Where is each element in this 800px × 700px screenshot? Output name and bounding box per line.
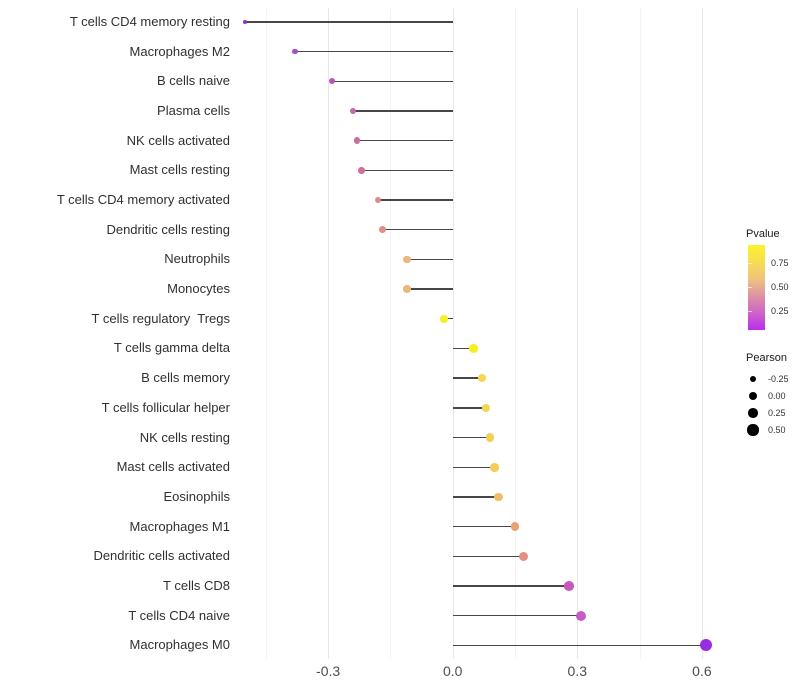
- x-tick-label: 0.0: [442, 663, 463, 679]
- gridline-minor: [514, 8, 516, 659]
- gridline-major: [701, 8, 703, 659]
- lollipop-stem: [452, 555, 524, 557]
- row-label: B cells naive: [157, 73, 230, 89]
- lollipop-stem: [452, 347, 474, 350]
- row-label: T cells follicular helper: [101, 399, 230, 415]
- lollipop-stem: [452, 377, 482, 379]
- row-label: T cells CD4 memory resting: [69, 14, 230, 29]
- row-label: Neutrophils: [164, 251, 230, 267]
- lollipop-dot: [349, 107, 357, 115]
- pvalue-tick-mark: [748, 263, 752, 265]
- gridline-major: [328, 8, 330, 659]
- legend-pvalue-title: Pvalue: [746, 228, 780, 240]
- row-label: Mast cells resting: [129, 162, 230, 178]
- pearson-size-label: 0.25: [768, 407, 786, 418]
- lollipop-dot: [329, 78, 336, 85]
- row-label: T cells CD4 naive: [128, 607, 230, 623]
- lollipop-dot: [469, 344, 478, 353]
- pvalue-tick-label: 0.75: [771, 258, 789, 269]
- lollipop-dot: [440, 314, 449, 323]
- lollipop-dot: [374, 196, 382, 204]
- row-label: Mast cells activated: [116, 459, 230, 475]
- row-label: NK cells resting: [139, 429, 230, 445]
- lollipop-dot: [477, 373, 486, 383]
- lollipop-stem: [245, 21, 453, 23]
- pearson-size-dot: [747, 424, 759, 436]
- lollipop-stem: [452, 496, 499, 498]
- x-tick-label: 0.3: [567, 663, 588, 679]
- gridline-major: [577, 8, 579, 659]
- lollipop-stem: [377, 199, 453, 201]
- pvalue-tick-label: 0.25: [771, 305, 789, 316]
- row-label: Macrophages M1: [129, 518, 230, 534]
- pvalue-tick-mark: [748, 287, 752, 288]
- x-tick-label: -0.3: [316, 663, 341, 679]
- lollipop-stem: [452, 466, 495, 468]
- x-tick-label: 0.6: [692, 663, 712, 679]
- lollipop-stem: [452, 644, 707, 646]
- row-label: B cells memory: [141, 370, 230, 386]
- row-label: T cells CD4 memory activated: [56, 192, 230, 208]
- pearson-size-dot: [748, 408, 758, 418]
- lollipop-stem: [452, 585, 569, 587]
- lollipop-stem: [407, 288, 453, 290]
- row-label: Macrophages M2: [129, 43, 230, 59]
- lollipop-dot: [485, 433, 495, 442]
- lollipop-stem: [382, 229, 453, 231]
- lollipop-dot: [494, 492, 503, 502]
- lollipop-stem: [452, 614, 582, 617]
- lollipop-stem: [407, 258, 453, 261]
- gridline-major: [452, 8, 454, 659]
- lollipop-dot: [353, 137, 361, 144]
- gridline-minor: [390, 8, 392, 659]
- pearson-size-dot: [749, 392, 757, 400]
- lollipop-stem: [294, 50, 453, 53]
- lollipop-stem: [353, 110, 453, 112]
- lollipop-stem: [452, 407, 486, 409]
- lollipop-stem: [444, 318, 453, 320]
- row-label: T cells gamma delta: [113, 340, 230, 356]
- lollipop-stem: [332, 80, 453, 83]
- lollipop-dot: [510, 522, 520, 532]
- pvalue-colorbar: [748, 245, 765, 330]
- gridline-minor: [639, 8, 641, 659]
- pearson-size-label: 0.50: [768, 424, 786, 435]
- lollipop-dot: [518, 551, 528, 561]
- lollipop-dot: [564, 581, 574, 591]
- pearson-size-dot: [749, 375, 757, 383]
- lollipop-dot: [481, 403, 491, 413]
- lollipop-dot: [700, 639, 712, 652]
- gridline-minor: [265, 8, 267, 659]
- pearson-size-label: -0.25: [768, 373, 789, 384]
- lollipop-stem: [361, 169, 453, 172]
- lollipop-dot: [358, 167, 365, 174]
- pvalue-tick-label: 0.50: [771, 282, 789, 292]
- row-label: Eosinophils: [163, 488, 231, 504]
- lollipop-dot: [489, 462, 499, 472]
- lollipop-dot: [242, 19, 248, 25]
- lollipop-stem: [452, 436, 491, 439]
- lollipop-dot: [403, 285, 411, 293]
- lollipop-dot: [292, 48, 298, 55]
- row-label: Plasma cells: [157, 103, 230, 119]
- lollipop-dot: [403, 255, 411, 264]
- row-label: Monocytes: [167, 281, 230, 297]
- legend-pearson-title: Pearson: [746, 352, 787, 364]
- pvalue-tick-mark: [748, 310, 752, 312]
- row-label: T cells regulatory Tregs: [91, 310, 230, 326]
- lollipop-stem: [357, 140, 453, 142]
- row-label: Macrophages M0: [129, 637, 230, 653]
- row-label: Dendritic cells activated: [93, 548, 230, 564]
- pearson-size-label: 0.00: [768, 390, 786, 401]
- lollipop-dot: [576, 610, 587, 621]
- row-label: T cells CD8: [163, 577, 230, 593]
- lollipop-dot: [378, 226, 386, 234]
- row-label: NK cells activated: [126, 132, 230, 148]
- row-label: Dendritic cells resting: [106, 221, 230, 237]
- lollipop-stem: [452, 525, 515, 528]
